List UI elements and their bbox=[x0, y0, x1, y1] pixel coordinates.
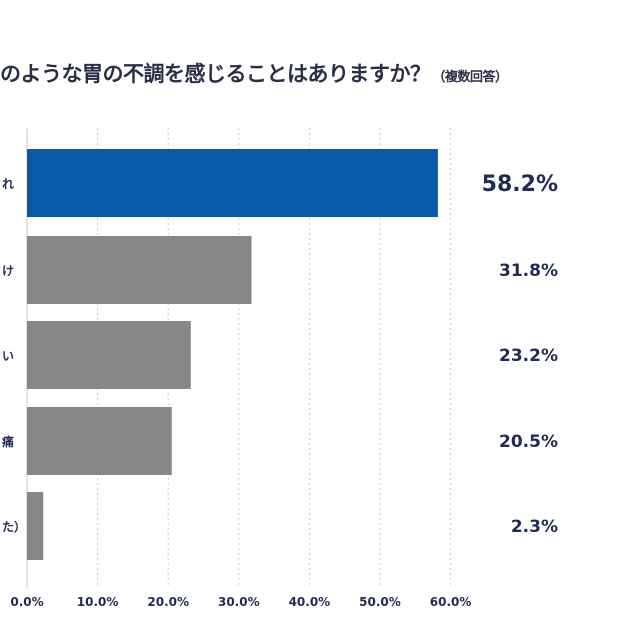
chart-title-row: のような胃の不調を感じることはありますか？ （複数回答） bbox=[0, 58, 508, 88]
bar bbox=[27, 492, 44, 560]
value-label: 2.3% bbox=[511, 517, 558, 537]
bar bbox=[27, 407, 172, 475]
x-tick-label: 10.0% bbox=[77, 595, 119, 609]
chart-title: のような胃の不調を感じることはありますか？ bbox=[0, 62, 431, 86]
value-label: 31.8% bbox=[499, 261, 558, 281]
bar bbox=[27, 321, 191, 389]
x-axis-ticks: 0.0% 10.0% 20.0% 30.0% 40.0% 50.0% 60.0% bbox=[10, 595, 471, 609]
category-label: れ bbox=[2, 177, 14, 191]
x-tick-label: 50.0% bbox=[359, 595, 401, 609]
category-label: け bbox=[2, 264, 14, 278]
x-tick-label: 20.0% bbox=[147, 595, 189, 609]
bars bbox=[27, 149, 438, 560]
value-labels: 58.2% 31.8% 23.2% 20.5% 2.3% bbox=[482, 172, 558, 537]
category-label: た） bbox=[2, 519, 26, 534]
category-label: い bbox=[2, 349, 14, 363]
value-label: 20.5% bbox=[499, 432, 558, 452]
x-tick-label: 60.0% bbox=[430, 595, 472, 609]
x-tick-label: 0.0% bbox=[10, 595, 43, 609]
bar bbox=[27, 236, 252, 304]
category-label: 痛 bbox=[1, 434, 14, 449]
value-label: 58.2% bbox=[482, 172, 558, 197]
value-label: 23.2% bbox=[499, 346, 558, 366]
x-tick-label: 30.0% bbox=[218, 595, 260, 609]
bar bbox=[27, 149, 438, 217]
x-tick-label: 40.0% bbox=[289, 595, 331, 609]
chart-subtitle: （複数回答） bbox=[432, 70, 509, 85]
